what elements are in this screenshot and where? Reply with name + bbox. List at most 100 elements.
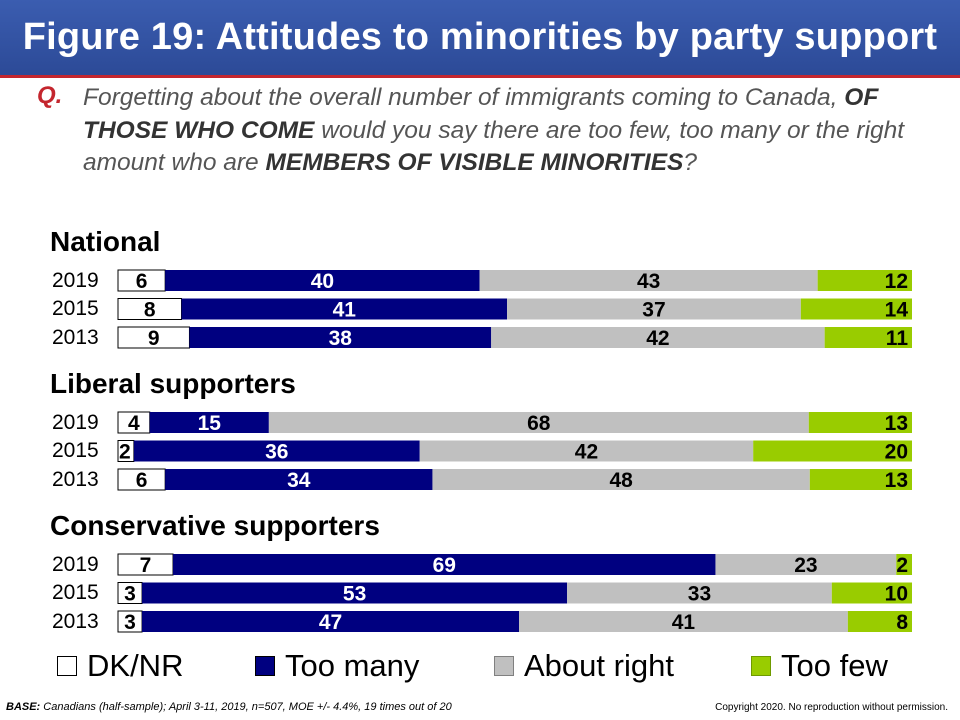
data-label-too-few: 20 [885, 441, 908, 464]
data-label-too-many: 47 [319, 611, 342, 634]
data-label-about-right: 48 [609, 469, 633, 492]
data-label-dk: 2 [119, 441, 131, 464]
bar-segment-about-right [507, 298, 801, 320]
data-label-too-many: 53 [343, 583, 366, 606]
year-label: 2019 [52, 269, 99, 292]
group-title-liberal: Liberal supporters [50, 368, 296, 399]
legend-label-too-many: Too many [285, 648, 420, 683]
bar-segment-too-many [149, 412, 269, 433]
question-label: Q. [37, 82, 63, 109]
bar-segment-too-few [831, 582, 912, 604]
data-label-about-right: 37 [642, 299, 665, 322]
legend-swatch-too-few [751, 656, 771, 676]
base-label: BASE: [6, 701, 41, 713]
legend-label-dk: DK/NR [87, 648, 184, 683]
data-label-too-few: 2 [896, 554, 908, 577]
data-label-too-many: 15 [198, 412, 222, 435]
year-label: 2015 [52, 439, 99, 462]
year-label: 2015 [52, 581, 99, 604]
group-title-national: National [50, 226, 161, 257]
year-label: 2013 [52, 610, 99, 633]
base-note: BASE: Canadians (half-sample); April 3-1… [6, 701, 452, 713]
bar-segment-dk [117, 553, 174, 576]
figure-title: Figure 19: Attitudes to minorities by pa… [22, 16, 938, 58]
data-label-about-right: 23 [794, 554, 817, 577]
bar-segment-too-few [808, 412, 912, 433]
year-label: 2013 [52, 326, 99, 349]
data-label-dk: 7 [140, 554, 152, 577]
bar-segment-about-right [715, 554, 897, 575]
data-label-too-many: 38 [329, 327, 353, 350]
data-label-too-few: 10 [885, 583, 908, 606]
data-label-too-many: 41 [333, 299, 357, 322]
bar-segment-too-few [896, 554, 912, 575]
bar-segment-too-few [817, 270, 912, 291]
question-emphasis: MEMBERS OF VISIBLE MINORITIES [265, 149, 684, 176]
data-label-dk: 4 [128, 412, 140, 435]
data-label-too-many: 40 [311, 270, 334, 293]
bar-segment-too-many [165, 270, 480, 291]
data-label-dk: 8 [144, 299, 156, 322]
bar-segment-about-right [519, 611, 848, 632]
bar-segment-about-right [479, 270, 818, 291]
data-label-dk: 6 [136, 469, 148, 492]
bar-segment-too-many [142, 582, 568, 604]
data-label-about-right: 43 [637, 270, 660, 293]
data-label-about-right: 42 [575, 441, 598, 464]
bar-segment-too-many [142, 611, 520, 632]
data-label-dk: 3 [124, 583, 136, 606]
legend-label-about-right: About right [524, 648, 674, 683]
data-label-dk: 9 [148, 327, 160, 350]
data-label-dk: 3 [124, 611, 136, 634]
data-label-about-right: 42 [646, 327, 669, 350]
question-emphasis: OF THOSE WHO COME [83, 84, 879, 144]
data-label-too-few: 13 [885, 412, 908, 435]
data-label-too-few: 11 [886, 327, 909, 350]
data-label-too-few: 8 [896, 611, 908, 634]
bar-segment-about-right [268, 412, 809, 433]
year-label: 2019 [52, 411, 99, 434]
bar-segment-too-few [753, 440, 912, 462]
bar-segment-too-many [133, 440, 420, 462]
question-text: Forgetting about the overall number of i… [83, 82, 943, 180]
data-label-too-few: 12 [885, 270, 908, 293]
title-underline [0, 75, 960, 78]
question-fragment: ? [683, 149, 698, 176]
group-title-conservative: Conservative supporters [50, 510, 380, 541]
copyright-note: Copyright 2020. No reproduction without … [715, 702, 948, 713]
legend-label-too-few: Too few [781, 648, 888, 683]
bar-segment-too-few [847, 611, 912, 632]
year-label: 2015 [52, 297, 99, 320]
legend-swatch-dk [57, 656, 77, 676]
legend-swatch-about-right [494, 656, 514, 676]
bar-segment-too-few [824, 327, 912, 348]
bar-segment-too-many [165, 469, 433, 490]
bar-segment-too-few [809, 469, 912, 490]
data-label-too-few: 14 [885, 299, 909, 322]
data-label-too-many: 69 [433, 554, 456, 577]
data-label-dk: 6 [136, 270, 148, 293]
bar-segment-too-few [800, 298, 912, 320]
data-label-too-many: 34 [287, 469, 311, 492]
legend-swatch-too-many [255, 656, 275, 676]
title-bar [0, 0, 960, 75]
base-text: Canadians (half-sample); April 3-11, 201… [43, 701, 452, 713]
bar-segment-too-many [189, 327, 492, 348]
question-fragment: Forgetting about the overall number of i… [83, 84, 845, 111]
data-label-too-many: 36 [265, 441, 288, 464]
year-label: 2013 [52, 468, 99, 491]
bar-segment-too-many [173, 554, 716, 575]
bar-segment-about-right [432, 469, 810, 490]
bar-segment-dk [117, 326, 190, 349]
year-label: 2019 [52, 553, 99, 576]
legend: DK/NR Too many About right Too few [0, 645, 960, 689]
bar-segment-about-right [567, 582, 832, 604]
data-label-about-right: 68 [527, 412, 551, 435]
bar-segment-about-right [491, 327, 825, 348]
question-fragment: would you say there are too few, too man… [83, 116, 905, 177]
data-label-too-few: 13 [885, 469, 908, 492]
bar-segment-too-many [181, 298, 508, 320]
data-label-about-right: 41 [672, 611, 696, 634]
bar-segment-about-right [419, 440, 754, 462]
